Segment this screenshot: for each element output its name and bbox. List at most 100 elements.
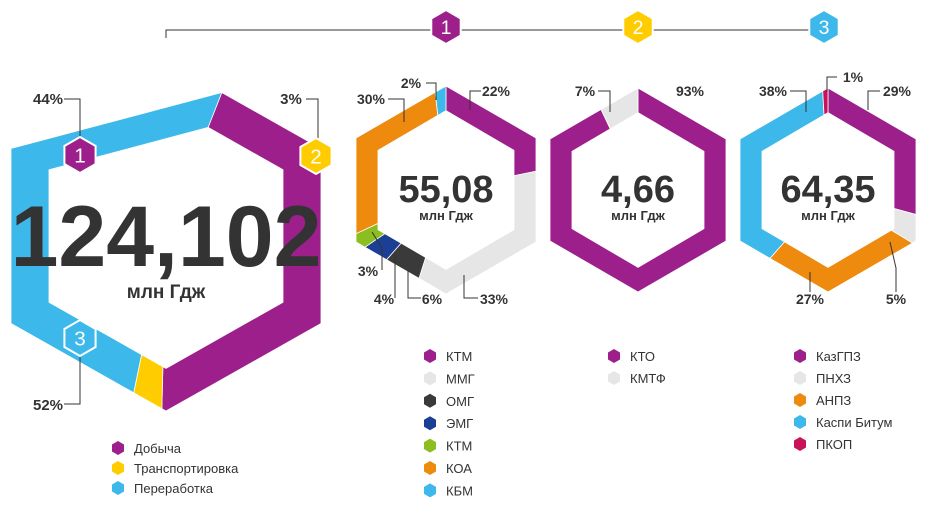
leader-line [826,76,837,92]
connector-badge-3: 3 [808,8,840,46]
legend-item: Каспи Битум [794,415,892,430]
connector-badge-1: 1 [430,8,462,46]
legend-3: КТО КМТФ [608,349,666,386]
legend-label: КМТФ [630,371,666,386]
percent-label-5: 1% [843,69,864,85]
legend-item: ПКОП [794,437,852,452]
slice-5 [822,87,829,116]
legend-hexagon-icon [424,483,436,498]
legend-hexagon-icon [424,416,436,431]
hexagon-badge-shape [430,8,462,46]
legend-hexagon-icon [424,461,436,475]
legend-hexagon-icon [424,349,436,363]
leader-line [598,90,611,112]
slice-1 [445,85,537,177]
center-value: 64,35 [780,169,875,211]
leader-line [64,98,81,150]
percent-label-4: 4% [374,291,395,307]
leader-line [867,90,880,110]
legend-1: Добыча Транспортировка Переработка [112,441,239,496]
percent-label-2: 5% [886,291,907,307]
legend-item: Транспортировка [112,461,239,476]
legend-label: Добыча [134,441,182,456]
legend-label: КОА [446,461,472,476]
percent-label-4: 38% [759,83,788,99]
hexagon-badge-shape [63,318,97,358]
legend-item: Добыча [112,441,182,456]
legend-label: Каспи Битум [816,415,892,430]
leader-line [889,241,897,292]
top-connector-line [165,29,824,38]
hexagon-badge-shape [808,8,840,46]
legend-item: КТО [608,349,655,364]
percent-label-3: 6% [422,291,443,307]
percent-label-7: 2% [401,75,422,91]
legend-hexagon-icon [112,441,124,455]
leader-line [790,90,807,112]
legend-label: Переработка [134,481,214,496]
slice-3 [10,92,223,394]
legend-label: КазГПЗ [816,349,861,364]
legend-item: Переработка [112,481,214,496]
leader-line [371,231,383,270]
legend-item: КТМ [424,349,472,364]
leader-line [388,98,405,122]
badge-number: 1 [74,145,86,168]
legend-item: ПНХЗ [794,371,851,386]
leader-line [469,90,481,110]
percent-label-2: 33% [480,291,509,307]
legend-hexagon-icon [424,371,436,386]
badge-number: 3 [819,17,830,39]
legend-hexagon-icon [794,371,806,385]
center-unit: млн Гдж [419,208,473,223]
segment-badge-3: 3 [63,318,97,358]
hexagon-badge-shape [299,136,333,176]
center-unit: млн Гдж [611,208,665,223]
slice-7 [434,85,447,116]
percent-label-3: 52% [33,397,63,414]
slice-3 [769,229,913,293]
badge-number: 2 [310,146,322,169]
center-unit: млн Гдж [801,208,855,223]
percent-label-5: 3% [358,263,379,279]
legend-item: КазГПЗ [794,349,861,364]
legend-hexagon-icon [794,349,806,363]
legend-label: ПНХЗ [816,371,851,386]
center-value: 55,08 [398,169,493,211]
percent-label-3: 27% [796,291,825,307]
legend-item: КМТФ [608,371,666,386]
center-value: 124,102 [11,189,322,285]
percent-label-1: 93% [676,83,705,99]
legend-label: АНПЗ [816,393,851,408]
legend-hexagon-icon [608,349,620,363]
legend-label: Транспортировка [134,461,239,476]
legend-hexagon-icon [112,481,124,495]
legend-item: КТМ [424,438,472,454]
percent-label-2: 3% [280,91,302,108]
legend-hexagon-icon [424,393,436,408]
center-value: 4,66 [601,169,675,211]
leader-line [306,98,319,145]
center-unit: млн Гдж [127,282,206,303]
hexagon-badge-shape [63,135,97,175]
legend-label: КТМ [446,439,472,454]
legend-item: ОМГ [424,393,474,409]
legend-hexagon-icon [794,437,806,451]
segment-badge-2: 2 [299,136,333,176]
leader-line [463,275,478,299]
legend-item: ЭМГ [424,416,473,431]
legend-item: АНПЗ [794,393,851,408]
percent-label-6: 30% [357,91,386,107]
legend-hexagon-icon [608,371,620,385]
legend-hexagon-icon [112,461,124,475]
legend-label: ЭМГ [446,416,473,431]
legend-hexagon-icon [794,415,806,429]
legend-item: КБМ [424,483,473,498]
segment-badge-1: 1 [63,135,97,175]
percent-label-1: 44% [33,91,63,108]
legend-label: КБМ [446,483,473,498]
legend-label: КТО [630,349,655,364]
